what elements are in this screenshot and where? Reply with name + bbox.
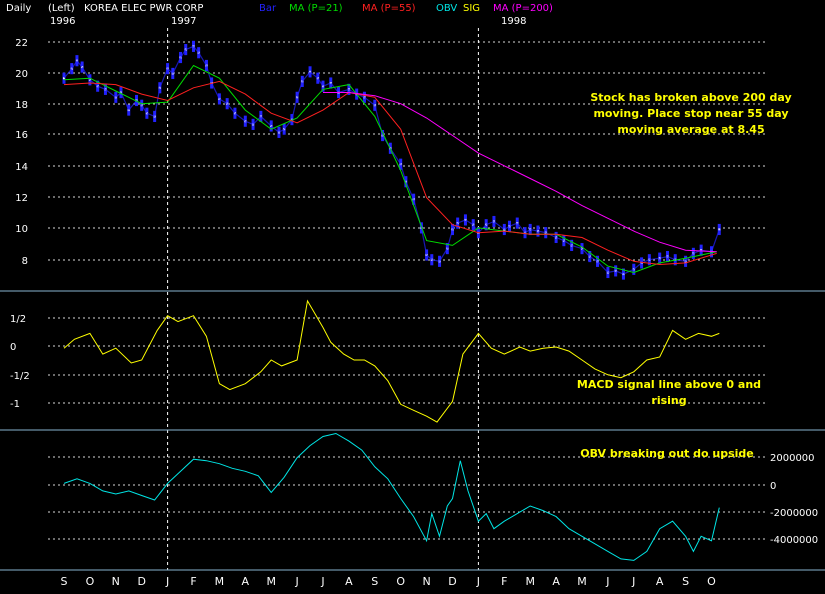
- grid-layer: [48, 28, 765, 570]
- x-tick-month: A: [552, 575, 560, 588]
- x-tick-month: F: [501, 575, 507, 588]
- obv-annotation: OBV breaking out do upside: [580, 447, 754, 460]
- price-y-tick-7: 8: [22, 256, 28, 267]
- legend-bar: Bar: [259, 3, 277, 14]
- x-tick-month: S: [371, 575, 378, 588]
- legend-ma55: MA (P=55): [362, 3, 416, 14]
- macd-y-tick-0: 1/2: [10, 314, 26, 325]
- year-label-1998: 1998: [501, 16, 526, 27]
- price-y-tick-5: 12: [15, 193, 28, 204]
- year-label-1997: 1997: [171, 16, 196, 27]
- obv-y-tick-3: -4000000: [770, 535, 818, 546]
- x-tick-month: J: [165, 575, 169, 588]
- obv-line: [63, 432, 720, 561]
- x-tick-month: A: [242, 575, 250, 588]
- price-y-tick-3: 16: [15, 130, 28, 141]
- price-y-tick-6: 10: [15, 224, 28, 235]
- price-y-tick-0: 22: [15, 38, 28, 49]
- macd-y-tick-2: -1/2: [10, 371, 30, 382]
- macd-annotation-line-1: MACD signal line above 0 and: [577, 378, 761, 391]
- x-tick-month: J: [476, 575, 480, 588]
- price-annotation-line-3: moving average at 8.45: [617, 123, 764, 136]
- x-tick-month: S: [61, 575, 68, 588]
- x-tick-month: M: [577, 575, 587, 588]
- obv-y-tick-2: -2000000: [770, 508, 818, 519]
- price-bar-trace: [63, 45, 720, 275]
- obv-y-tick-0: 2000000: [770, 453, 815, 464]
- x-tick-month: F: [190, 575, 196, 588]
- sig-line: [63, 299, 720, 423]
- price-y-tick-1: 20: [15, 69, 28, 80]
- ticks-layer: 22 20 18 16 14 12 10 8 1/2 0 -1/2 -1 2000000 0 -200000…: [10, 38, 818, 588]
- price-annotation-line-1: Stock has broken above 200 day: [590, 91, 791, 104]
- x-tick-month: M: [215, 575, 225, 588]
- legend-obv: OBV: [436, 3, 457, 14]
- legend-sig: SIG: [463, 3, 480, 14]
- chart-title: KOREA ELEC PWR CORP: [84, 3, 203, 14]
- legend-ma200: MA (P=200): [493, 3, 553, 14]
- x-tick-month: A: [345, 575, 353, 588]
- price-y-tick-2: 18: [15, 100, 28, 111]
- x-tick-month: O: [86, 575, 95, 588]
- x-tick-month: O: [707, 575, 716, 588]
- x-tick-month: A: [656, 575, 664, 588]
- x-tick-month: N: [112, 575, 120, 588]
- x-tick-month: D: [137, 575, 145, 588]
- ma-p-55-line: [63, 80, 717, 266]
- period-label: Daily: [6, 3, 31, 14]
- x-tick-month: M: [525, 575, 535, 588]
- x-tick-month: J: [605, 575, 609, 588]
- x-tick-month: J: [631, 575, 635, 588]
- macd-annotation-line-2: rising: [651, 394, 686, 407]
- year-label-1996: 1996: [50, 16, 75, 27]
- macd-y-tick-1: 0: [10, 342, 16, 353]
- x-tick-month: O: [396, 575, 405, 588]
- x-tick-month: S: [682, 575, 689, 588]
- obv-y-tick-1: 0: [770, 481, 776, 492]
- price-y-tick-4: 14: [15, 162, 28, 173]
- axis-side-label: (Left): [48, 3, 75, 14]
- macd-y-tick-3: -1: [10, 399, 20, 410]
- series-layer: [62, 40, 721, 561]
- ma-p-200-line: [323, 92, 717, 253]
- price-bar-close: [63, 77, 65, 80]
- x-tick-month: J: [320, 575, 324, 588]
- x-tick-month: J: [294, 575, 298, 588]
- x-tick-month: M: [266, 575, 276, 588]
- ma-p-21-line: [63, 64, 717, 274]
- x-tick-month: N: [422, 575, 430, 588]
- price-annotation-line-2: moving. Place stop near 55 day: [593, 107, 788, 120]
- x-tick-month: D: [448, 575, 456, 588]
- legend-ma21: MA (P=21): [289, 3, 343, 14]
